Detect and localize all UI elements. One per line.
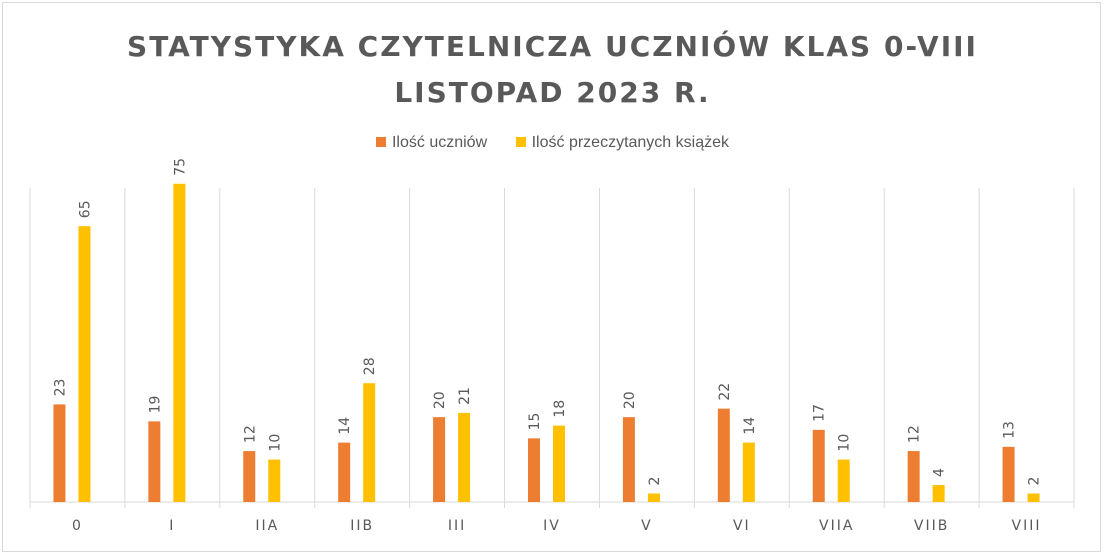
bar xyxy=(363,383,376,502)
legend-label-books: Ilość przeczytanych książek xyxy=(531,134,729,151)
bar xyxy=(622,417,635,502)
data-label: 15 xyxy=(527,413,543,431)
data-label: 65 xyxy=(77,200,93,218)
data-label: 14 xyxy=(337,417,353,435)
bar xyxy=(243,451,256,502)
x-tick-label: IV xyxy=(543,518,561,534)
data-label: 17 xyxy=(812,404,828,422)
data-label: 12 xyxy=(907,425,923,443)
bar xyxy=(742,442,755,502)
data-label: 2 xyxy=(647,477,663,486)
bar xyxy=(1027,493,1040,502)
x-tick-label: VIIA xyxy=(819,518,854,534)
x-tick-label: V xyxy=(641,518,653,534)
x-tick-label: VI xyxy=(733,518,751,534)
chart-title-line2: LISTOPAD 2023 R. xyxy=(394,76,711,109)
data-label: 75 xyxy=(172,158,188,176)
data-label: 20 xyxy=(432,391,448,409)
bar xyxy=(148,421,161,502)
bar xyxy=(553,425,565,502)
data-label: 10 xyxy=(267,434,283,452)
data-label: 13 xyxy=(1002,421,1018,439)
data-label: 28 xyxy=(362,357,378,375)
data-label: 19 xyxy=(147,396,163,414)
data-label: 21 xyxy=(457,387,473,405)
bar xyxy=(812,429,825,502)
data-label: 23 xyxy=(52,379,68,397)
chart-title: STATYSTYKA CZYTELNICZA UCZNIÓW KLAS 0-VI… xyxy=(0,24,1105,116)
bar xyxy=(907,451,920,502)
bar xyxy=(78,226,91,502)
x-tick-label: VIII xyxy=(1012,518,1042,534)
bar xyxy=(932,485,945,502)
bar xyxy=(1002,446,1015,502)
data-label: 20 xyxy=(622,391,638,409)
chart-legend: Ilość uczniów Ilość przeczytanych książe… xyxy=(0,134,1105,152)
bar xyxy=(338,442,351,502)
data-label: 4 xyxy=(932,468,948,477)
bar xyxy=(837,459,850,502)
data-label: 12 xyxy=(242,425,258,443)
x-tick-label: 0 xyxy=(72,518,83,534)
bar xyxy=(53,404,66,502)
bar xyxy=(433,417,446,502)
legend-label-students: Ilość uczniów xyxy=(391,134,488,151)
legend-item-books: Ilość przeczytanych książek xyxy=(515,134,729,152)
x-tick-label: VIIB xyxy=(914,518,949,534)
data-label: 2 xyxy=(1027,477,1043,486)
bar xyxy=(647,493,660,502)
legend-item-students: Ilość uczniów xyxy=(375,134,488,152)
chart-title-line1: STATYSTYKA CZYTELNICZA UCZNIÓW KLAS 0-VI… xyxy=(127,30,978,63)
data-label: 18 xyxy=(552,400,568,418)
bar xyxy=(268,459,281,502)
x-tick-label: IIA xyxy=(255,518,279,534)
legend-swatch-students xyxy=(375,137,386,147)
bar xyxy=(528,438,540,502)
data-label: 10 xyxy=(837,434,853,452)
x-tick-label: IIB xyxy=(350,518,374,534)
bar xyxy=(458,412,471,502)
bar xyxy=(173,183,186,502)
data-label: 14 xyxy=(742,417,758,435)
legend-swatch-books xyxy=(515,137,526,147)
data-label: 22 xyxy=(717,383,733,401)
x-tick-label: I xyxy=(169,518,175,534)
bar xyxy=(717,408,730,502)
x-tick-label: III xyxy=(448,518,466,534)
